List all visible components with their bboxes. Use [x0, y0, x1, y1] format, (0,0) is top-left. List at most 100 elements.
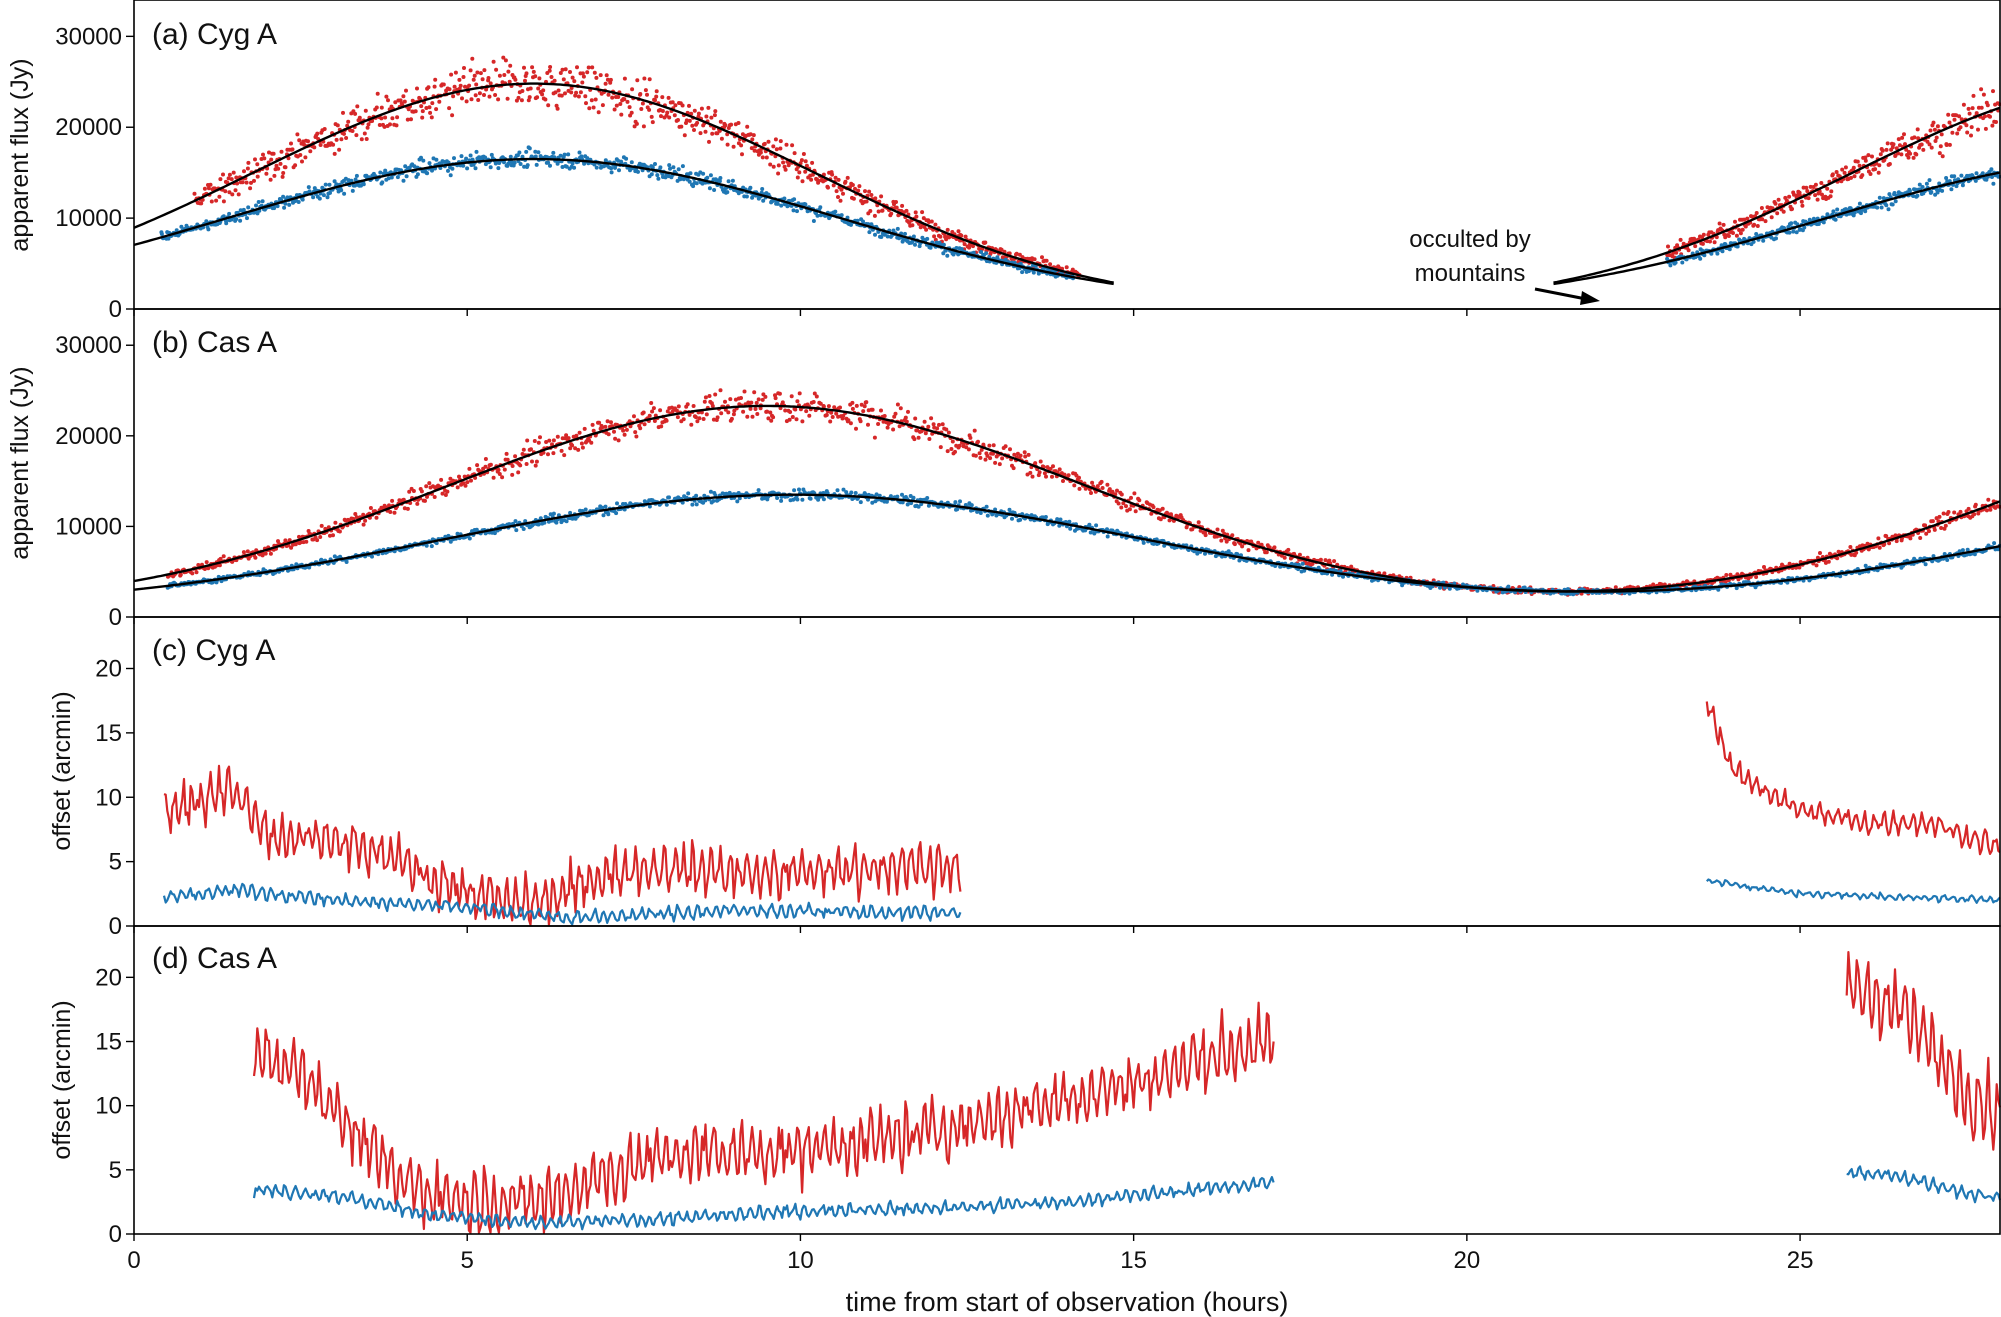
- flux-point-red: [502, 467, 507, 472]
- flux-point-red: [467, 466, 472, 471]
- flux-point-red: [622, 76, 627, 81]
- flux-point-red: [274, 163, 279, 168]
- flux-point-red: [894, 205, 899, 210]
- flux-point-blue: [617, 168, 621, 173]
- flux-point-red: [829, 410, 834, 415]
- flux-point-blue: [468, 153, 473, 158]
- flux-point-blue: [1911, 194, 1916, 198]
- flux-point-blue: [448, 173, 453, 178]
- flux-point-red: [447, 106, 452, 111]
- flux-point-red: [985, 453, 990, 458]
- flux-point-blue: [691, 184, 696, 189]
- flux-point-red: [710, 404, 715, 408]
- flux-point-red: [1988, 114, 1992, 119]
- flux-point-blue: [775, 496, 780, 500]
- flux-point-red: [603, 81, 608, 86]
- flux-point-blue: [1960, 183, 1965, 188]
- flux-point-red: [760, 397, 765, 402]
- flux-point-blue: [514, 528, 519, 533]
- flux-point-red: [234, 175, 239, 180]
- flux-point-red: [687, 412, 692, 417]
- flux-point-red: [451, 94, 456, 99]
- flux-point-red: [510, 472, 515, 477]
- flux-point-red: [319, 523, 324, 528]
- flux-point-blue: [1680, 260, 1685, 265]
- flux-point-blue: [415, 172, 420, 177]
- flux-point-blue: [1018, 261, 1023, 266]
- flux-point-red: [856, 188, 861, 193]
- flux-point-red: [576, 447, 581, 452]
- flux-point-red: [752, 148, 757, 153]
- flux-point-red: [1763, 219, 1768, 224]
- flux-point-red: [1037, 470, 1042, 475]
- flux-point-red: [441, 82, 446, 87]
- flux-point-red: [793, 407, 798, 412]
- flux-point-red: [1014, 251, 1019, 256]
- flux-point-red: [318, 535, 323, 539]
- flux-point-blue: [325, 195, 330, 200]
- flux-point-red: [363, 518, 368, 523]
- flux-point-red: [1119, 492, 1124, 497]
- flux-point-red: [1933, 139, 1938, 143]
- flux-point-blue: [1043, 515, 1048, 519]
- flux-point-red: [889, 211, 894, 216]
- flux-point-blue: [354, 173, 359, 178]
- flux-point-red: [973, 453, 978, 458]
- flux-point-red: [718, 388, 723, 393]
- flux-point-red: [880, 208, 885, 213]
- flux-point-red: [518, 463, 523, 468]
- flux-point-blue: [984, 251, 989, 256]
- flux-point-blue: [421, 158, 426, 163]
- flux-point-red: [850, 183, 855, 187]
- flux-point-blue: [521, 527, 526, 531]
- flux-point-red: [1919, 142, 1924, 147]
- flux-point-red: [689, 422, 694, 427]
- flux-point-red: [687, 103, 691, 108]
- flux-point-red: [726, 410, 731, 415]
- flux-point-red: [547, 438, 552, 443]
- flux-point-red: [1256, 540, 1261, 545]
- flux-point-red: [1760, 217, 1765, 222]
- panel-b-data: [133, 388, 2001, 597]
- flux-point-red: [739, 143, 744, 148]
- flux-point-red: [824, 413, 829, 417]
- flux-point-red: [959, 233, 964, 238]
- flux-point-red: [983, 240, 988, 245]
- flux-point-red: [1133, 509, 1138, 514]
- flux-point-red: [1894, 146, 1899, 151]
- flux-point-red: [1829, 189, 1834, 194]
- annotation-arrow-head: [1580, 291, 1600, 305]
- flux-point-red: [1297, 552, 1302, 557]
- flux-point-blue: [306, 185, 311, 190]
- flux-point-red: [667, 115, 672, 120]
- flux-point-red: [1950, 130, 1955, 135]
- flux-point-red: [308, 149, 313, 154]
- flux-point-red: [895, 402, 900, 407]
- flux-point-red: [582, 426, 587, 431]
- flux-point-red: [1966, 106, 1971, 111]
- flux-point-red: [614, 103, 619, 108]
- flux-point-red: [364, 137, 369, 141]
- flux-point-blue: [564, 164, 569, 169]
- flux-point-red: [1820, 192, 1824, 197]
- flux-point-red: [468, 68, 473, 73]
- flux-point-red: [386, 98, 390, 103]
- flux-point-red: [549, 75, 554, 79]
- flux-point-red: [361, 512, 366, 517]
- flux-point-red: [1026, 452, 1031, 457]
- flux-point-red: [1077, 475, 1081, 480]
- flux-point-red: [944, 427, 949, 432]
- flux-point-red: [1927, 142, 1932, 147]
- flux-point-blue: [536, 150, 541, 155]
- flux-point-red: [725, 132, 730, 137]
- flux-point-blue: [524, 149, 529, 154]
- flux-point-red: [483, 457, 488, 461]
- flux-point-red: [1127, 507, 1132, 512]
- flux-point-blue: [522, 164, 527, 169]
- flux-point-red: [1961, 102, 1966, 107]
- flux-point-blue: [858, 500, 863, 505]
- flux-point-blue: [756, 488, 761, 493]
- flux-point-red: [1776, 197, 1781, 202]
- flux-point-red: [471, 77, 476, 82]
- flux-point-blue: [520, 154, 525, 159]
